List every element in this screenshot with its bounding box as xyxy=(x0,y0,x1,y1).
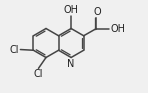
Text: O: O xyxy=(93,7,101,17)
Text: Cl: Cl xyxy=(10,45,19,54)
Text: N: N xyxy=(67,59,75,69)
Text: OH: OH xyxy=(110,24,125,33)
Text: OH: OH xyxy=(64,5,79,15)
Text: Cl: Cl xyxy=(34,69,43,79)
